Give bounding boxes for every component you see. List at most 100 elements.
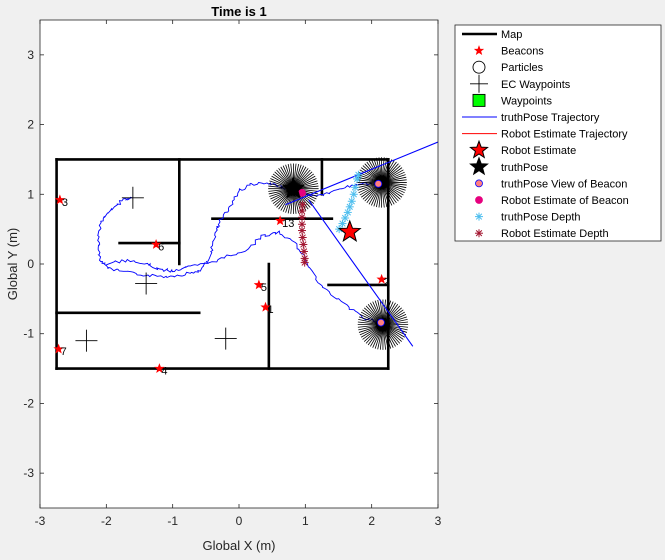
estimate-depth-marker [298, 200, 307, 209]
y-tick-label: -2 [23, 396, 34, 410]
beacon-marker [376, 273, 387, 284]
beacon-id-label: 7 [61, 346, 67, 358]
legend-label: Robot Estimate of Beacon [501, 195, 629, 207]
legend-label: Robot Estimate Trajectory [501, 129, 628, 141]
legend-entry-truth_traj: truthPose Trajectory [462, 112, 600, 124]
x-tick-label: 2 [368, 514, 375, 528]
truth-depth-marker [341, 213, 350, 222]
truth-trajectory-line [97, 182, 372, 279]
truth-pose-marker [281, 176, 306, 199]
y-tick-label: 1 [27, 187, 34, 201]
beacon-marker [274, 215, 286, 226]
estimate-heading-line [285, 141, 438, 206]
axes: -3 -2 -1 0 1 2 3 -3 -2 -1 0 1 2 3 [23, 19, 442, 528]
ec-waypoint-marker [75, 329, 98, 352]
beacon-id-label: 3 [62, 197, 68, 209]
legend-label: Robot Estimate Depth [501, 228, 609, 240]
robot-estimate-marker [337, 219, 362, 242]
x-tick-label: 0 [236, 514, 243, 528]
truth-depth-marker [351, 183, 360, 192]
beacon-marker [154, 363, 165, 373]
depth-markers [298, 170, 363, 267]
beacon-marker [260, 301, 271, 312]
legend-symbol [472, 93, 486, 107]
legend-entry-est_view: Robot Estimate of Beacon [475, 195, 629, 207]
legend-label: truthPose [501, 162, 548, 174]
legend-symbol [475, 229, 483, 238]
ec-waypoint-marker [214, 327, 237, 350]
truth-pose-heading-line [308, 199, 414, 347]
beacon-id-label: 5 [261, 282, 267, 294]
legend-entry-truth_view: truthPose View of Beacon [475, 178, 627, 190]
beacon-marker [54, 194, 66, 205]
legend-symbol [475, 196, 483, 204]
beacon-id-label: 1 [268, 304, 274, 316]
estimate-depth-marker [300, 247, 309, 256]
y-tick-label: -3 [23, 466, 34, 480]
legend-label: truthPose Depth [501, 212, 581, 224]
y-tick-label: 0 [27, 257, 34, 271]
truth-depth-marker [354, 170, 363, 179]
trajectories [97, 182, 379, 324]
legend-label: Robot Estimate [501, 145, 576, 157]
legend: Map Beacons Particles EC Waypoints Waypoints… [454, 24, 662, 242]
beacon-id-label: 4 [161, 366, 167, 378]
estimate-depth-marker [298, 213, 307, 222]
legend-entry-particles: Particles [472, 60, 544, 74]
x-tick-label: -3 [35, 514, 46, 528]
truth-depth-marker [343, 208, 352, 217]
legend-entry-map: Map [462, 29, 522, 41]
beacon-id-label: 2 [384, 276, 390, 288]
chart-title: Time is 1 [211, 4, 266, 19]
truth-depth-marker [349, 190, 358, 199]
truth-depth-marker [338, 219, 347, 228]
legend-entry-est_traj: Robot Estimate Trajectory [462, 129, 628, 141]
legend-symbol [469, 156, 489, 176]
estimate-depth-marker [298, 226, 307, 235]
y-tick-label: -1 [23, 327, 34, 341]
legend-symbol [475, 212, 483, 221]
beacon-marker [53, 343, 64, 354]
y-axis-label: Global Y (m) [5, 228, 20, 301]
point-markers: 1 2 3 4 5 6 7 13 [53, 176, 390, 378]
legend-label: Waypoints [501, 95, 552, 107]
x-tick-label: 1 [302, 514, 309, 528]
y-tick-label: 2 [27, 118, 34, 132]
truth-view-marker [377, 318, 385, 327]
x-tick-label: -2 [101, 514, 112, 528]
legend-label: Particles [501, 62, 544, 74]
beacon-id-label: 6 [158, 241, 164, 253]
legend-entry-truth_depth: truthPose Depth [475, 212, 581, 224]
legend-entry-ec_waypoints: EC Waypoints [470, 74, 571, 93]
pose-heading-lines [285, 141, 438, 347]
legend-label: Map [501, 29, 522, 41]
legend-label: EC Waypoints [501, 79, 571, 91]
legend-entry-beacons: Beacons [473, 45, 544, 58]
legend-label: Beacons [501, 46, 544, 58]
axes-background [40, 20, 438, 508]
truth-depth-marker [345, 202, 354, 211]
legend-label: truthPose Trajectory [501, 112, 600, 124]
legend-symbol [475, 179, 483, 188]
estimate-depth-marker [298, 220, 307, 229]
beacon-marker [253, 279, 265, 290]
estimate-depth-marker [300, 258, 309, 267]
x-tick-label: -1 [167, 514, 178, 528]
legend-symbol [470, 74, 488, 93]
legend-symbol [469, 139, 489, 159]
truth-depth-marker [347, 197, 356, 206]
y-tick-label: 3 [27, 48, 34, 62]
legend-box [454, 24, 662, 242]
x-axis-label: Global X (m) [203, 538, 276, 553]
estimate-depth-marker [299, 240, 308, 249]
legend-entry-est_depth: Robot Estimate Depth [475, 228, 609, 240]
legend-label: truthPose View of Beacon [501, 178, 627, 190]
ec-waypoint-marker [135, 272, 158, 295]
estimate-depth-marker [298, 233, 307, 242]
legend-entry-truth_pose: truthPose [469, 156, 548, 176]
x-tick-label: 3 [435, 514, 442, 528]
legend-entry-robot_est: Robot Estimate [469, 139, 576, 159]
legend-entry-waypoints: Waypoints [472, 93, 552, 107]
legend-symbol [472, 60, 486, 74]
